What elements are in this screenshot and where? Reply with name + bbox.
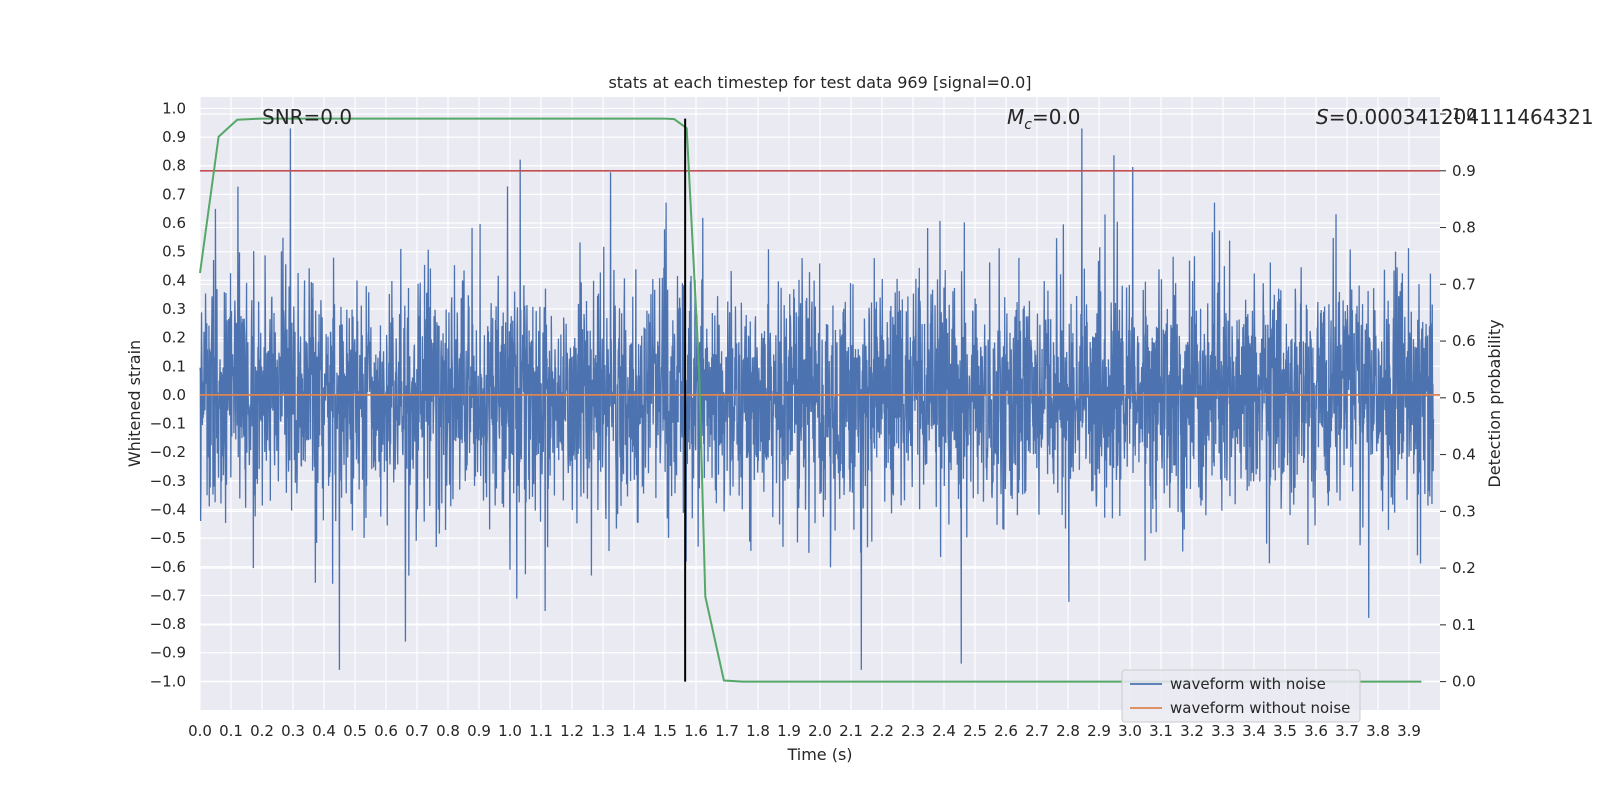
y-tick-label: −0.8: [150, 615, 186, 633]
x-tick-label: 0.2: [250, 722, 274, 740]
x-tick-label: 0.8: [436, 722, 460, 740]
s-value: =0.000341204111464321: [1329, 105, 1594, 129]
x-tick-label: 1.4: [622, 722, 646, 740]
x-tick-label: 2.3: [901, 722, 925, 740]
mc-value: =0.0: [1032, 105, 1081, 129]
legend-label-waveform-without-noise: waveform without noise: [1170, 699, 1350, 717]
series-detection-probability: [199, 117, 1422, 683]
y-tick-label: −0.7: [150, 586, 186, 604]
snr-annotation: SNR=0.0: [262, 105, 352, 129]
y-tick-label: 0.1: [162, 357, 186, 375]
x-tick-label: 2.6: [994, 722, 1018, 740]
x-tick-label: 0.3: [281, 722, 305, 740]
x-tick-label: 1.9: [777, 722, 801, 740]
y-tick-label: −0.5: [150, 529, 186, 547]
x-axis-label: Time (s): [786, 745, 852, 764]
y2-tick-label: 0.2: [1452, 559, 1476, 577]
x-tick-label: 2.7: [1025, 722, 1049, 740]
y-tick-label: −0.9: [150, 644, 186, 662]
y-tick-label: 0.6: [162, 214, 186, 232]
x-tick-label: 3.2: [1180, 722, 1204, 740]
x-tick-label: 3.8: [1366, 722, 1390, 740]
noise-series: [199, 128, 1435, 670]
x-tick-label: 0.6: [374, 722, 398, 740]
legend-box: [1121, 669, 1361, 723]
chirp-mass-annotation: Mc=0.0: [1007, 105, 1081, 133]
x-tick-label: 3.1: [1149, 722, 1173, 740]
x-tick-label: 3.6: [1304, 722, 1328, 740]
x-tick-label: 1.8: [746, 722, 770, 740]
y-tick-label: −0.2: [150, 443, 186, 461]
y2-tick-label: 0.9: [1452, 162, 1476, 180]
x-tick-label: 2.9: [1087, 722, 1111, 740]
y-tick-label: 0.4: [162, 271, 186, 289]
legend: waveform with noise waveform without noi…: [1121, 669, 1361, 723]
chart-title: stats at each timestep for test data 969…: [608, 73, 1031, 92]
x-tick-label: 0.5: [343, 722, 367, 740]
y2-tick-label: 0.8: [1452, 219, 1476, 237]
x-tick-label: 0.7: [405, 722, 429, 740]
s-annotation: S=0.000341204111464321: [1316, 105, 1594, 129]
x-tick-label: 2.4: [932, 722, 956, 740]
mc-subscript: c: [1024, 117, 1032, 133]
y-tick-label: 0.8: [162, 157, 186, 175]
y-axis-label: Whitened strain: [125, 340, 144, 467]
y-tick-label: 0.0: [162, 386, 186, 404]
y2-tick-label: 0.0: [1452, 673, 1476, 691]
y2-tick-label: 0.5: [1452, 389, 1476, 407]
x-tick-label: 2.8: [1056, 722, 1080, 740]
y-tick-label: 0.5: [162, 243, 186, 261]
y2-tick-label: 1.0: [1452, 105, 1476, 123]
x-tick-label: 0.1: [219, 722, 243, 740]
x-tick-label: 1.6: [684, 722, 708, 740]
x-tick-label: 3.4: [1242, 722, 1266, 740]
x-tick-label: 2.5: [963, 722, 987, 740]
x-tick-label: 2.0: [808, 722, 832, 740]
y-tick-label: 1.0: [162, 99, 186, 117]
legend-label-waveform-with-noise: waveform with noise: [1170, 675, 1326, 693]
x-tick-label: 3.3: [1211, 722, 1235, 740]
x-tick-label: 2.2: [870, 722, 894, 740]
y2-axis-label: Detection probability: [1485, 319, 1504, 487]
y-tick-label: −0.6: [150, 558, 186, 576]
overlays: [199, 117, 1440, 683]
y-tick-label: 0.3: [162, 300, 186, 318]
x-tick-label: 1.7: [715, 722, 739, 740]
x-tick-label: 1.1: [529, 722, 553, 740]
x-tick-label: 1.3: [591, 722, 615, 740]
y2-tick-label: 0.3: [1452, 502, 1476, 520]
tick-labels: 0.0 0.1 0.2 0.3 0.4 0.5 0.6 0.7 0.8 0.9 1.0 1.1 1.2 1…: [150, 99, 1476, 740]
x-tick-label: 3.5: [1273, 722, 1297, 740]
y2-tick-label: 0.7: [1452, 275, 1476, 293]
y2-tick-label: 0.4: [1452, 446, 1476, 464]
x-tick-label: 1.0: [498, 722, 522, 740]
x-tick-label: 3.7: [1335, 722, 1359, 740]
y2-tick-label: 0.1: [1452, 616, 1476, 634]
x-tick-label: 0.0: [188, 722, 212, 740]
series-waveform-with-noise: [199, 128, 1435, 670]
x-tick-label: 1.5: [653, 722, 677, 740]
s-symbol: S: [1316, 105, 1329, 129]
y-tick-label: 0.2: [162, 329, 186, 347]
mc-symbol: M: [1007, 105, 1024, 129]
y-tick-label: −0.1: [150, 415, 186, 433]
x-tick-label: 3.0: [1118, 722, 1142, 740]
x-tick-label: 0.9: [467, 722, 491, 740]
x-tick-label: 0.4: [312, 722, 336, 740]
x-tick-label: 2.1: [839, 722, 863, 740]
x-tick-label: 3.9: [1397, 722, 1421, 740]
x-tick-label: 1.2: [560, 722, 584, 740]
y-tick-label: 0.7: [162, 185, 186, 203]
y-tick-label: 0.9: [162, 128, 186, 146]
y2-tick-label: 0.6: [1452, 332, 1476, 350]
y-tick-label: −0.3: [150, 472, 186, 490]
y-tick-label: −0.4: [150, 500, 186, 518]
y-tick-label: −1.0: [150, 672, 186, 690]
